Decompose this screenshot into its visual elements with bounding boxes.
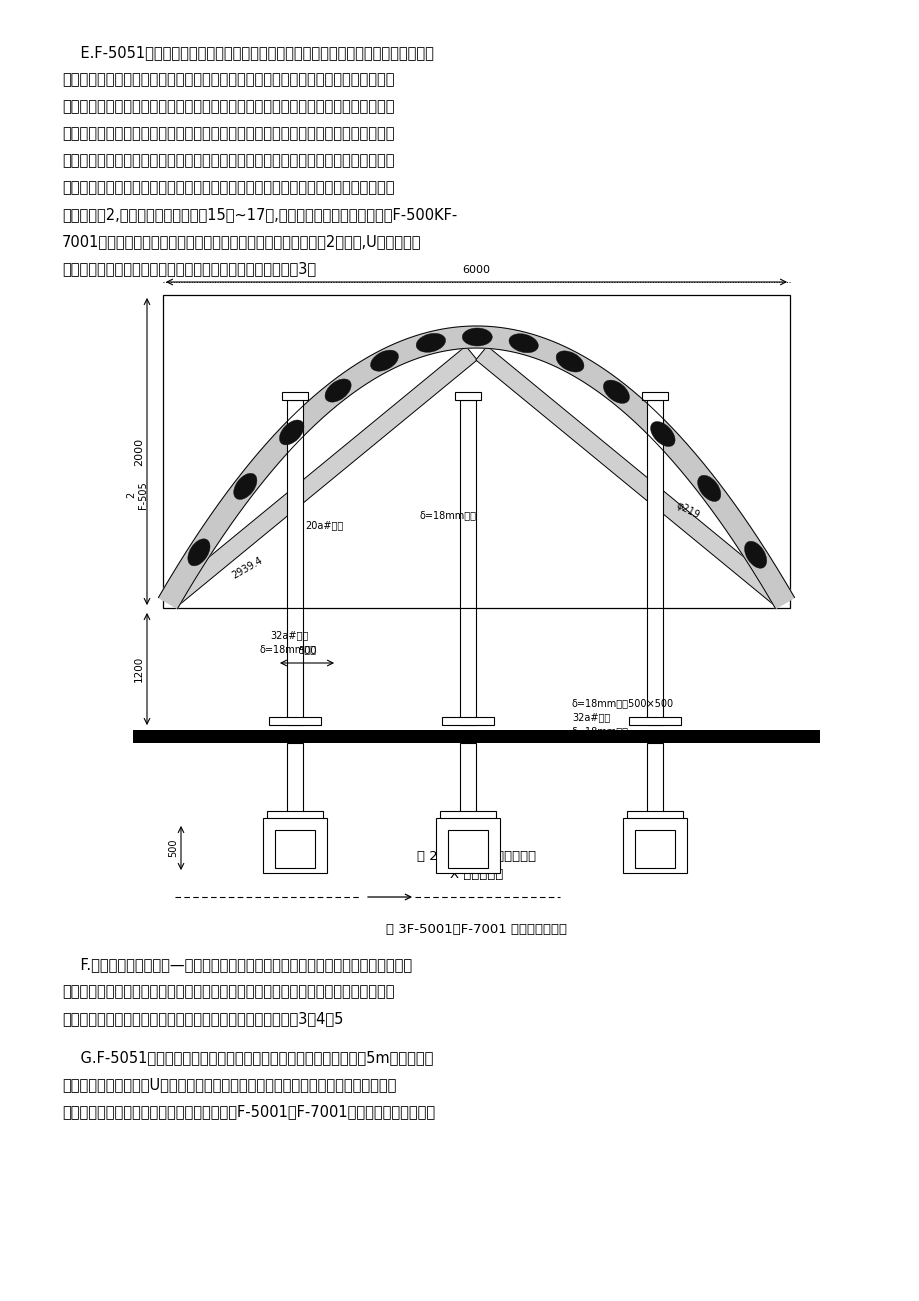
Bar <box>282 392 308 399</box>
Text: 行预制，每片预制完成后对接成一组。其余的定位焊接以及调整在高空进行。胎具的制: 行预制，每片预制完成后对接成一组。其余的定位焊接以及调整在高空进行。胎具的制 <box>62 180 394 195</box>
Text: F.炉管的切割应采用氧—乙快焙切割和机械相结合，管子切口表面应平整，不得有裂: F.炉管的切割应采用氧—乙快焙切割和机械相结合，管子切口表面应平整，不得有裂 <box>62 958 412 972</box>
Bar <box>460 743 475 818</box>
Bar <box>646 399 663 608</box>
Ellipse shape <box>461 328 492 346</box>
Bar <box>622 818 686 873</box>
Text: δ=18mm钢板500×500: δ=18mm钢板500×500 <box>572 699 674 708</box>
Text: 500: 500 <box>298 647 316 656</box>
Text: 2
F-505: 2 F-505 <box>126 481 148 509</box>
Text: 纹、重皮、毛刺、凸凹、缩口等。熔渣、氧化皮、铁屑等应清除干净。炉管的焊接采用: 纹、重皮、毛刺、凸凹、缩口等。熔渣、氧化皮、铁屑等应清除干净。炉管的焊接采用 <box>62 984 394 999</box>
Text: 图 3F-5001、F-7001 预制支架点设置: 图 3F-5001、F-7001 预制支架点设置 <box>386 922 566 935</box>
Text: 7001炉管的预制应在专用的支架上进行，在单根直管段上应设置2个支架,U型管处应设: 7001炉管的预制应在专用的支架上进行，在单根直管段上应设置2个支架,U型管处应… <box>62 234 421 248</box>
Ellipse shape <box>370 350 398 371</box>
Text: 2939.4: 2939.4 <box>230 556 264 580</box>
Bar <box>436 818 499 873</box>
Bar <box>439 811 495 820</box>
Bar <box>646 743 663 818</box>
Text: 手工氢弧焊打底，电弧焊盖面的焊接工艺，焊接工艺参数见表3、4、5: 手工氢弧焊打底，电弧焊盖面的焊接工艺，焊接工艺参数见表3、4、5 <box>62 1011 343 1026</box>
Bar <box>267 811 323 820</box>
Ellipse shape <box>697 475 720 501</box>
Text: 置一个支架，对口以及焊接时应注意接头的平直性，具体见图3。: 置一个支架，对口以及焊接时应注意接头的平直性，具体见图3。 <box>62 262 316 276</box>
Bar <box>627 811 682 820</box>
Ellipse shape <box>650 422 675 446</box>
Polygon shape <box>158 327 794 609</box>
Ellipse shape <box>603 380 629 403</box>
Text: 固，加固采用槽钢，用U型管卡将炉管与槽钢固定在一起，同时裸露的管口要进行封堵: 固，加固采用槽钢，用U型管卡将炉管与槽钢固定在一起，同时裸露的管口要进行封堵 <box>62 1077 396 1092</box>
Text: 32a#槽钢: 32a#槽钢 <box>269 630 308 640</box>
Text: 6000: 6000 <box>462 265 490 275</box>
Bar <box>133 730 819 743</box>
Text: X 表示支架点: X 表示支架点 <box>449 868 503 881</box>
Bar <box>460 399 475 608</box>
Ellipse shape <box>233 474 256 500</box>
Text: 图 2F-5051 炉管预制胎具: 图 2F-5051 炉管预制胎具 <box>416 850 536 863</box>
Text: 度，本工程按照设计图纸要求分为四组在地面整体预制，整体吊装，每组炉管分两片进: 度，本工程按照设计图纸要求分为四组在地面整体预制，整体吊装，每组炉管分两片进 <box>62 154 394 168</box>
Text: 作具体见图2,因为单根炉管的长度为15米~17米,因此至少需要制作两组胎具。F-500KF-: 作具体见图2,因为单根炉管的长度为15米~17米,因此至少需要制作两组胎具。F-… <box>62 207 457 222</box>
Ellipse shape <box>555 351 584 372</box>
Text: 保护，下胎具后放在平整的场地上妥善保存。F-5001和F-7001炉管预制完毕后，为防: 保护，下胎具后放在平整的场地上妥善保存。F-5001和F-7001炉管预制完毕后… <box>62 1105 435 1119</box>
Bar <box>641 392 667 399</box>
Ellipse shape <box>187 539 210 566</box>
Bar <box>268 717 321 725</box>
Text: 性和稳定性。为了便于安装和保证工期，炉管的安装应尽量加大在安排地面上的预制深: 性和稳定性。为了便于安装和保证工期，炉管的安装应尽量加大在安排地面上的预制深 <box>62 126 394 141</box>
Text: δ=18mm钢板: δ=18mm钢板 <box>420 510 476 520</box>
Bar <box>634 830 675 868</box>
Text: 2000: 2000 <box>134 437 144 466</box>
Text: G.F-5051每组炉管预制完后在下胎具前，在炉管内侧距上下弯头各5m处设两组加: G.F-5051每组炉管预制完后在下胎具前，在炉管内侧距上下弯头各5m处设两组加 <box>62 1050 433 1066</box>
Polygon shape <box>165 346 477 608</box>
Bar <box>460 608 475 725</box>
Text: δ=18mm钢板: δ=18mm钢板 <box>260 644 317 654</box>
Ellipse shape <box>279 420 303 445</box>
Bar <box>287 608 302 725</box>
Text: 1200: 1200 <box>134 656 144 682</box>
Text: 接施工。圆形炉炉管的胎具要按炉管的设计尺寸制作拱形胎具。炉管胎具要有足够的刚: 接施工。圆形炉炉管的胎具要按炉管的设计尺寸制作拱形胎具。炉管胎具要有足够的刚 <box>62 99 394 114</box>
Bar <box>629 717 680 725</box>
Text: 32a#槽钢: 32a#槽钢 <box>572 712 609 722</box>
Bar <box>275 830 314 868</box>
Text: E.F-5051辐射炉管要在专门胎具上进行组焊预制。专用胎具根据设计情况进行制作，: E.F-5051辐射炉管要在专门胎具上进行组焊预制。专用胎具根据设计情况进行制作… <box>62 46 434 60</box>
Ellipse shape <box>743 541 766 569</box>
Ellipse shape <box>415 333 445 353</box>
Text: φ219: φ219 <box>675 500 701 520</box>
Text: δ=18mm钢板: δ=18mm钢板 <box>572 726 629 736</box>
Ellipse shape <box>324 379 351 402</box>
Text: 保证炉管组对的共面性、中心距的正确性和平行度要求，并能充分的支承以便于组对焊: 保证炉管组对的共面性、中心距的正确性和平行度要求，并能充分的支承以便于组对焊 <box>62 72 394 87</box>
Bar <box>646 608 663 725</box>
Text: 500: 500 <box>168 839 177 857</box>
Bar <box>287 743 302 818</box>
Bar <box>441 717 494 725</box>
Ellipse shape <box>508 334 538 353</box>
Bar <box>455 392 481 399</box>
Bar <box>287 399 302 608</box>
Text: 20a#槽钢: 20a#槽钢 <box>305 520 343 530</box>
Bar <box>263 818 326 873</box>
Bar <box>163 295 789 608</box>
Bar <box>448 830 487 868</box>
Polygon shape <box>475 346 787 608</box>
